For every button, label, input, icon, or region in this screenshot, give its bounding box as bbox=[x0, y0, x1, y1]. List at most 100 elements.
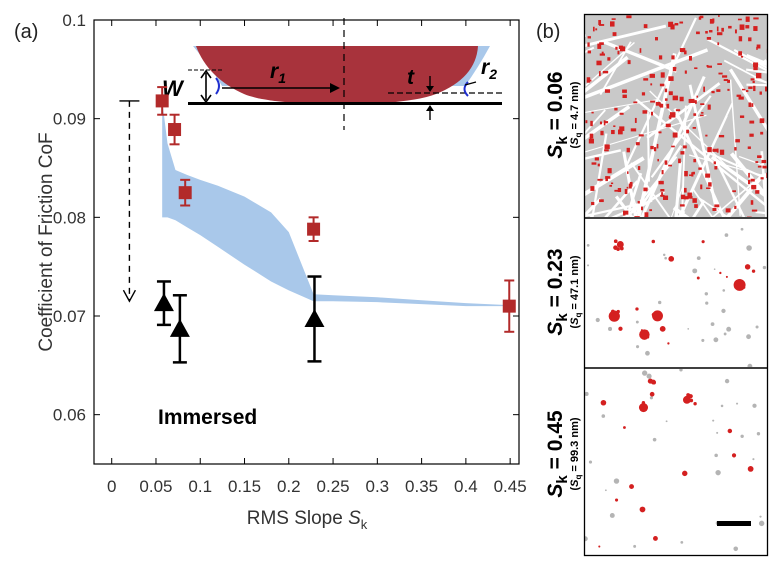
texture-speck bbox=[726, 326, 732, 332]
contact-spot bbox=[745, 25, 750, 29]
sk-label-2: Sk = 0.23 bbox=[544, 248, 571, 335]
contact-spot bbox=[605, 176, 611, 179]
texture-speck bbox=[736, 402, 739, 405]
contact-spot bbox=[672, 132, 678, 138]
contact-spot bbox=[682, 145, 687, 149]
contact-spot bbox=[660, 194, 665, 197]
contact-spot bbox=[590, 186, 595, 191]
contact-spot bbox=[605, 121, 609, 124]
contact-spot bbox=[748, 172, 750, 178]
fiber-streak bbox=[602, 39, 678, 73]
contact-spot bbox=[744, 264, 751, 270]
contact-spot bbox=[682, 470, 688, 477]
texture-speck bbox=[715, 469, 721, 476]
contact-spot bbox=[622, 89, 627, 93]
contact-spot bbox=[737, 18, 742, 21]
contact-spot bbox=[616, 241, 624, 248]
contact-spot bbox=[601, 51, 604, 55]
contact-spot bbox=[634, 117, 637, 123]
model-band bbox=[162, 100, 511, 307]
texture-speck bbox=[595, 317, 600, 323]
contact-spot bbox=[738, 36, 743, 42]
contact-spot bbox=[604, 89, 611, 93]
y-tick-label: 0.08 bbox=[53, 208, 86, 227]
contact-spot bbox=[653, 536, 658, 541]
texture-speck bbox=[747, 363, 753, 367]
contact-spot bbox=[622, 94, 627, 99]
immersed-label: Immersed bbox=[158, 406, 257, 429]
contact-spot bbox=[757, 155, 762, 158]
contact-spot bbox=[753, 85, 756, 92]
contact-spot bbox=[672, 95, 678, 101]
contact-spot bbox=[679, 96, 684, 102]
contact-spot bbox=[755, 190, 760, 194]
fiber-streak bbox=[585, 48, 709, 99]
contact-spot bbox=[635, 142, 640, 146]
contact-spot bbox=[650, 145, 654, 150]
texture-speck bbox=[645, 350, 650, 356]
contact-spot bbox=[696, 276, 700, 280]
fiber-streak bbox=[674, 161, 682, 217]
fiber-streak bbox=[610, 199, 653, 217]
fiber-streak bbox=[673, 107, 726, 217]
contact-spot bbox=[694, 67, 698, 70]
contact-spot bbox=[681, 194, 686, 200]
contact-spot bbox=[598, 71, 601, 77]
contact-spot bbox=[712, 207, 717, 211]
fiber-streak bbox=[677, 102, 734, 217]
contact-spot bbox=[687, 196, 693, 199]
contact-spot bbox=[683, 196, 689, 200]
contact-spot bbox=[713, 161, 716, 165]
contact-spot bbox=[646, 335, 650, 339]
contact-spot bbox=[643, 405, 646, 408]
contact-spot bbox=[597, 178, 603, 181]
contact-spot bbox=[599, 199, 604, 203]
contact-spot bbox=[617, 129, 623, 135]
contact-spot bbox=[762, 165, 767, 169]
contact-spot bbox=[649, 209, 653, 212]
contact-spot bbox=[610, 21, 615, 27]
contact-spot bbox=[766, 172, 767, 179]
texture-speck bbox=[752, 403, 757, 408]
fiber-streak bbox=[670, 186, 684, 217]
contact-spot bbox=[629, 181, 633, 187]
contact-spot bbox=[644, 212, 649, 217]
contact-spot bbox=[641, 400, 646, 405]
contact-spot bbox=[686, 393, 690, 397]
contact-spot bbox=[637, 200, 640, 204]
reduction-arrow bbox=[119, 100, 140, 303]
contact-spot bbox=[657, 158, 659, 162]
plot-frame bbox=[93, 19, 520, 465]
x-tick-label: 0.15 bbox=[228, 477, 261, 496]
contact-spot bbox=[684, 50, 687, 55]
contact-spot bbox=[721, 27, 724, 32]
contact-spot bbox=[707, 104, 711, 110]
contact-spot bbox=[626, 186, 629, 189]
contact-spot bbox=[614, 107, 618, 111]
contact-spot bbox=[761, 159, 767, 164]
contact-spot bbox=[750, 78, 755, 81]
contact-spot bbox=[714, 166, 718, 170]
contact-spot bbox=[595, 28, 598, 31]
panel-border bbox=[583, 13, 769, 557]
contact-spot bbox=[751, 209, 758, 212]
contact-spot bbox=[649, 391, 655, 397]
contact-spot bbox=[643, 24, 648, 29]
fiber-streak bbox=[702, 149, 767, 180]
contact-spot bbox=[759, 91, 762, 95]
contact-spot bbox=[604, 149, 609, 152]
data-point-square bbox=[307, 222, 321, 236]
contact-spot bbox=[591, 111, 594, 114]
contact-spot bbox=[670, 112, 676, 118]
contact-spot bbox=[684, 187, 687, 193]
fiber-streak bbox=[646, 111, 650, 182]
texture-speck bbox=[712, 419, 715, 422]
contact-spot bbox=[603, 120, 606, 126]
fiber-streak bbox=[706, 38, 767, 72]
contact-spot bbox=[738, 51, 743, 56]
contact-spot bbox=[604, 144, 610, 149]
x-tick-label: 0.3 bbox=[366, 477, 390, 496]
contact-spot bbox=[591, 162, 597, 165]
contact-spot bbox=[708, 182, 712, 187]
contact-spot bbox=[615, 46, 618, 50]
